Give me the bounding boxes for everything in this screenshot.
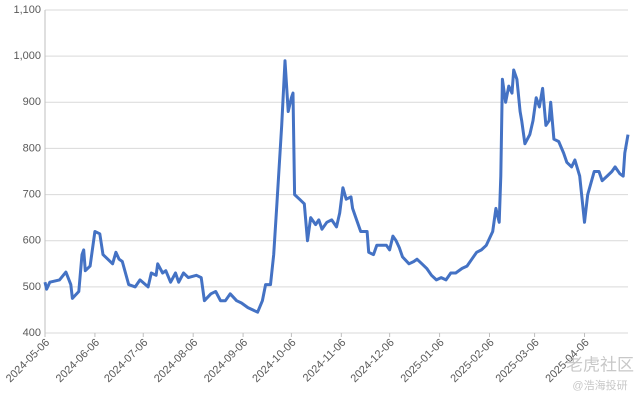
y-tick-label: 1,100 [13, 4, 41, 16]
x-tick-label: 2025-03-06 [493, 337, 541, 385]
x-tick-label: 2024-05-06 [4, 337, 52, 385]
y-tick-label: 1,000 [13, 50, 41, 62]
x-tick-label: 2024-07-06 [102, 337, 150, 385]
y-tick-label: 600 [23, 235, 41, 247]
watermark-sub: @浩海投研 [572, 378, 627, 392]
y-tick-label: 500 [23, 281, 41, 293]
x-tick-label: 2024-06-06 [54, 337, 102, 385]
y-tick-label: 900 [23, 96, 41, 108]
data-line [43, 59, 630, 314]
y-tick-label: 800 [23, 142, 41, 154]
x-tick-label: 2024-10-06 [250, 337, 298, 385]
x-tick-label: 2024-11-06 [301, 337, 349, 385]
x-tick-label: 2025-01-06 [398, 337, 446, 385]
y-tick-label: 700 [23, 188, 41, 200]
x-tick-label: 2024-12-06 [349, 337, 397, 385]
x-tick-label: 2024-09-06 [202, 337, 250, 385]
y-tick-label: 400 [23, 327, 41, 339]
watermark: 老虎社区 [566, 355, 634, 374]
x-tick-label: 2025-02-06 [448, 337, 496, 385]
x-tick-label: 2024-08-06 [152, 337, 200, 385]
